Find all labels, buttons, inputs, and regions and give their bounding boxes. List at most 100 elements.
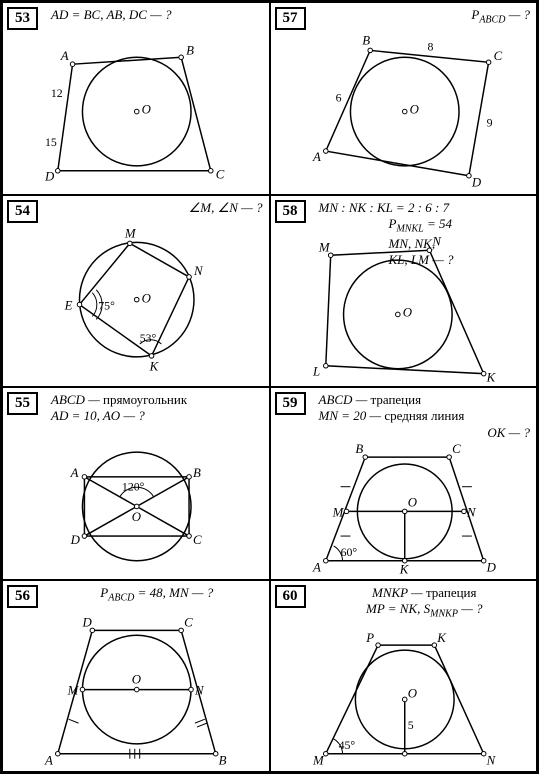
problem-text: PABCD — ? (319, 7, 531, 27)
l1: ABCD — (51, 392, 103, 407)
figure-54: E M N K O 75° 53° (3, 196, 269, 387)
label-N: N (485, 753, 496, 767)
label-B: B (362, 33, 370, 47)
l2b: — ? (458, 601, 483, 616)
label-A: A (44, 753, 53, 767)
label-N: N (194, 683, 205, 697)
cell-59: 59 ABCD — трапеция MN = 20 — средняя лин… (270, 387, 538, 580)
label-M: M (311, 753, 324, 767)
l1b: трапеция (371, 392, 422, 407)
problem-text: ∠M, ∠N — ? (51, 200, 263, 216)
label-A: A (311, 150, 320, 164)
l1: ABCD — (319, 392, 371, 407)
label-B: B (186, 43, 194, 57)
val-45: 45° (338, 737, 355, 751)
label-M: M (124, 226, 137, 240)
val-15: 15 (45, 135, 57, 149)
cell-58: 58 MN : NK : KL = 2 : 6 : 7 PMNKL = 54 M… (270, 195, 538, 388)
problem-text: AD = BC, AB, DC — ? (51, 7, 263, 23)
label-D: D (81, 615, 92, 629)
problem-number: 53 (7, 7, 38, 30)
cell-53: 53 AD = BC, AB, DC — ? A B C D O 12 15 (2, 2, 270, 195)
problem-text: MN : NK : KL = 2 : 6 : 7 PMNKL = 54 MN, … (319, 200, 531, 269)
val-8: 8 (427, 39, 433, 53)
label-C: C (493, 49, 502, 63)
l3: OK — ? (487, 425, 530, 441)
l2a: MP = NK, S (366, 601, 430, 616)
label-C: C (184, 615, 193, 629)
label-O: O (132, 510, 141, 524)
label-K: K (398, 563, 409, 577)
l3: MN, NK, (389, 236, 436, 251)
label-D: D (44, 170, 55, 184)
cell-55: 55 ABCD — прямоугольник AD = 10, AO — ? … (2, 387, 270, 580)
text-sub: ABCD (479, 15, 505, 26)
l2: MN = 20 — (319, 408, 385, 423)
label-N: N (193, 263, 204, 277)
label-D: D (70, 533, 81, 547)
figure-56: A D C B M N O (3, 581, 269, 772)
problem-text: ABCD — прямоугольник AD = 10, AO — ? (51, 392, 263, 425)
val-6: 6 (335, 91, 341, 105)
cell-60: 60 MNKP — трапеция MP = NK, SMNKP — ? M … (270, 580, 538, 773)
label-K: K (436, 631, 447, 645)
text-rest: — ? (505, 7, 530, 22)
l1: MNKP — (372, 585, 426, 600)
l2sub: MNKP (430, 608, 458, 619)
label-P: P (365, 631, 374, 645)
label-K: K (485, 370, 496, 384)
figure-57: A B C D O 8 6 9 (271, 3, 537, 194)
l2: AD = 10, AO — ? (51, 408, 145, 423)
label-L: L (311, 364, 319, 378)
val-75: 75° (98, 298, 115, 312)
label-A: A (60, 49, 69, 63)
problem-number: 58 (275, 200, 306, 223)
problem-number: 59 (275, 392, 306, 415)
l2b: = 54 (424, 216, 452, 231)
problem-text: MNKP — трапеция MP = NK, SMNKP — ? (319, 585, 531, 621)
val-53: 53° (140, 331, 157, 345)
label-O: O (409, 103, 418, 117)
cell-57: 57 PABCD — ? A B C D O 8 6 9 (270, 2, 538, 195)
label-N: N (465, 505, 476, 519)
label-D: D (485, 561, 496, 575)
label-O: O (402, 305, 411, 319)
l1b: трапеция (426, 585, 477, 600)
label-O: O (407, 686, 416, 700)
label-K: K (149, 359, 160, 373)
problem-number: 57 (275, 7, 306, 30)
label-D: D (470, 176, 481, 190)
t2: = 48, MN — ? (134, 585, 213, 600)
label-M: M (67, 683, 80, 697)
line1: MN : NK : KL = 2 : 6 : 7 (319, 200, 450, 215)
problem-grid: 53 AD = BC, AB, DC — ? A B C D O 12 15 5… (0, 0, 539, 774)
label-E: E (64, 298, 73, 312)
l2sub: MNKL (396, 223, 423, 234)
val-60: 60° (340, 545, 357, 559)
label-B: B (355, 442, 363, 456)
label-O: O (407, 495, 416, 509)
val-9: 9 (486, 115, 492, 129)
label-C: C (216, 168, 225, 182)
label-A: A (70, 466, 79, 480)
label-B: B (193, 466, 201, 480)
label-C: C (193, 533, 202, 547)
label-C: C (452, 442, 461, 456)
problem-number: 60 (275, 585, 306, 608)
label-O: O (132, 672, 141, 686)
val-12: 12 (51, 86, 63, 100)
problem-number: 55 (7, 392, 38, 415)
val-120: 120° (122, 480, 145, 494)
problem-number: 56 (7, 585, 38, 608)
l4: KL, LM — ? (389, 252, 454, 267)
label-M: M (331, 505, 344, 519)
label-O: O (142, 291, 151, 305)
val-5: 5 (407, 718, 413, 732)
problem-number: 54 (7, 200, 38, 223)
l2b: средняя линия (384, 408, 464, 423)
cell-56: 56 PABCD = 48, MN — ? A D C B (2, 580, 270, 773)
label-O: O (142, 103, 151, 117)
cell-54: 54 ∠M, ∠N — ? E M N K O 75° 53° (2, 195, 270, 388)
problem-text: PABCD = 48, MN — ? (51, 585, 263, 605)
label-A: A (311, 561, 320, 575)
